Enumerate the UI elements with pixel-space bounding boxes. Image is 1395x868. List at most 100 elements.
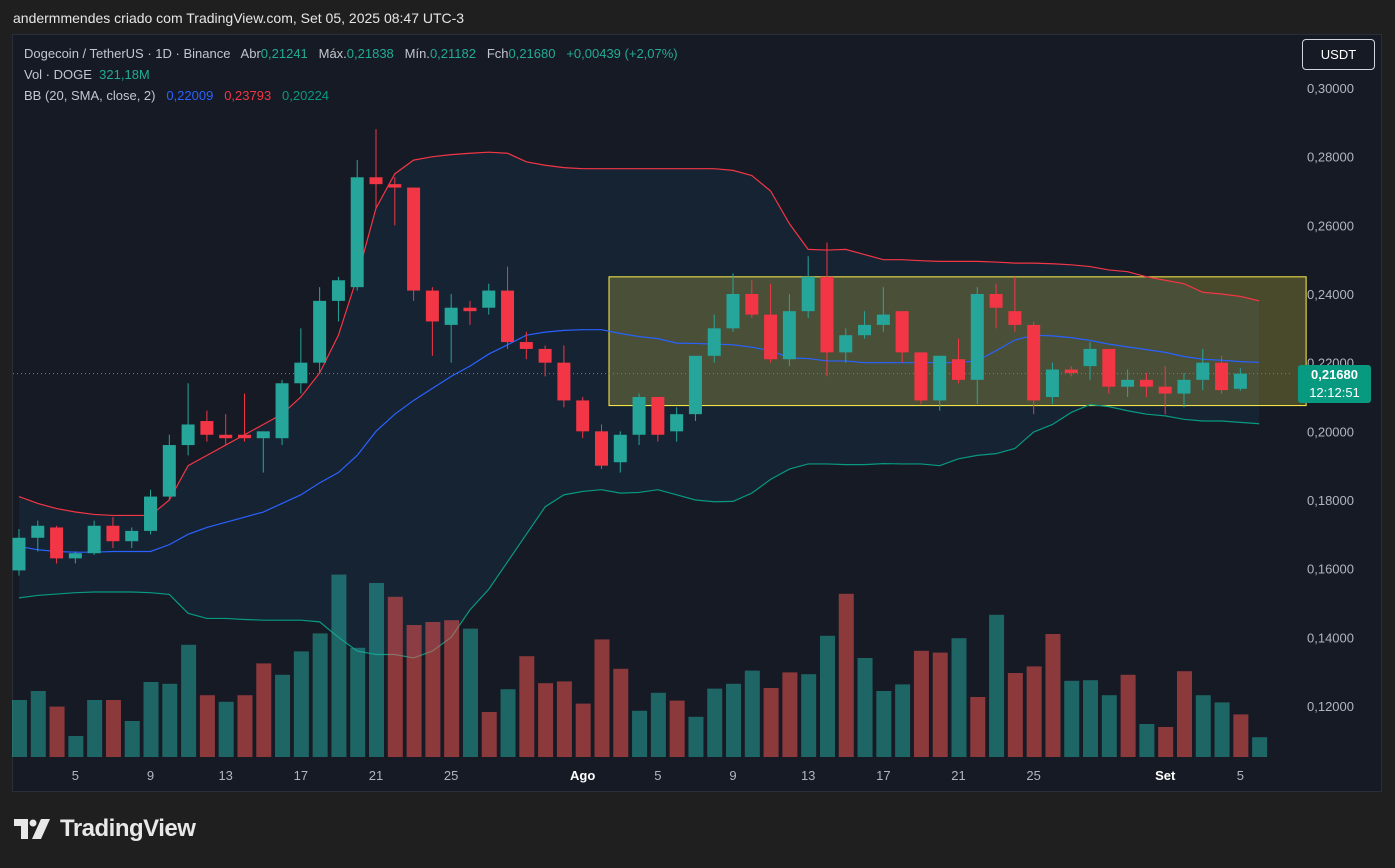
candle-body — [839, 335, 853, 353]
candle-body — [745, 294, 759, 315]
volume-bar — [68, 736, 84, 757]
candle-body — [50, 527, 64, 559]
volume-bar — [951, 638, 967, 757]
volume-bar — [669, 700, 685, 757]
volume-bar — [707, 688, 723, 757]
candle-body — [801, 276, 815, 312]
volume-bar — [1233, 714, 1249, 757]
volume-bar — [744, 670, 760, 757]
volume-bar — [801, 674, 817, 757]
volume-bar — [519, 656, 535, 757]
candle-body — [1045, 369, 1059, 397]
author-line: andermmendes criado com TradingView.com,… — [13, 10, 465, 26]
candle-body — [594, 431, 608, 466]
candle-body — [933, 355, 947, 401]
x-tick-label: 5 — [72, 768, 79, 783]
volume-bar — [162, 683, 178, 757]
bb-basis-line — [18, 329, 1260, 553]
volume-value: 321,18M — [99, 67, 150, 82]
volume-bar — [1064, 680, 1080, 757]
candle-body — [782, 311, 796, 360]
volume-bar — [1214, 702, 1230, 757]
candle-body — [613, 434, 627, 463]
volume-bar — [481, 712, 497, 757]
candle-body — [519, 342, 533, 349]
volume-bar — [932, 652, 948, 757]
candle-body — [970, 294, 984, 380]
volume-bar — [312, 633, 328, 757]
candle-body — [820, 276, 834, 353]
candle-body — [1158, 386, 1172, 394]
volume-bar — [369, 583, 385, 757]
y-tick-label: 0,12000 — [1307, 699, 1354, 714]
bb-lower-value: 0,20224 — [282, 88, 330, 103]
volume-bar — [632, 710, 648, 757]
volume-bar — [538, 683, 554, 757]
candle-body — [425, 290, 439, 322]
candle-body — [444, 307, 458, 325]
candle-body — [1008, 311, 1022, 325]
x-tick-label: 9 — [729, 768, 736, 783]
tradingview-logo[interactable]: TradingView — [14, 815, 196, 843]
volume-bar — [181, 644, 197, 757]
volume-bar — [970, 697, 986, 757]
volume-bar — [1026, 666, 1042, 757]
candle-body — [651, 397, 665, 435]
symbol-label: Dogecoin / TetherUS · 1D · Binance — [24, 46, 231, 61]
volume-bar — [1083, 680, 1099, 757]
currency-button[interactable]: USDT — [1302, 39, 1375, 70]
volume-bar — [49, 706, 65, 757]
volume-bar — [387, 596, 403, 757]
candle-body — [501, 290, 515, 343]
volume-bar — [237, 695, 253, 757]
candle-body — [989, 294, 1003, 308]
candle-body — [294, 362, 308, 384]
volume-bar — [350, 647, 366, 757]
volume-bar — [1252, 737, 1268, 757]
volume-bar — [1139, 724, 1155, 757]
candle-body — [256, 431, 270, 439]
candle-body — [1196, 362, 1210, 380]
volume-bar — [1045, 634, 1061, 757]
volume-bar — [613, 668, 629, 757]
candle-body — [688, 355, 702, 415]
x-tick-label: 17 — [876, 768, 890, 783]
volume-bar — [218, 701, 234, 757]
candle-body — [1027, 324, 1041, 401]
volume-bar — [763, 688, 779, 757]
x-tick-label: 21 — [369, 768, 383, 783]
candle-body — [895, 311, 909, 353]
candle-body — [764, 314, 778, 360]
candle-body — [200, 421, 214, 435]
volume-bar — [500, 689, 516, 757]
candle-body — [707, 328, 721, 356]
candle-body — [1083, 348, 1097, 367]
volume-bar — [650, 692, 666, 757]
x-tick-label: 13 — [218, 768, 232, 783]
volume-bar — [913, 650, 929, 757]
volume-bar — [293, 651, 309, 757]
volume-bar — [256, 663, 272, 757]
volume-bar — [1007, 673, 1023, 757]
candle-body — [876, 314, 890, 325]
volume-bar — [895, 684, 911, 757]
x-tick-label: Set — [1155, 768, 1176, 783]
volume-bar — [105, 700, 121, 757]
low-value: 0,21182 — [429, 46, 476, 61]
high-label: Máx. — [318, 46, 347, 61]
candle-body — [952, 359, 965, 380]
x-tick-label: 25 — [1026, 768, 1040, 783]
high-value: 0,21838 — [346, 46, 394, 61]
candle-body — [181, 424, 195, 446]
candle-body — [1139, 379, 1153, 387]
volume-bar — [331, 574, 347, 757]
candle-body — [1102, 348, 1116, 387]
x-tick-label: 5 — [1237, 768, 1244, 783]
candle-body — [350, 177, 364, 288]
legend-volume: Vol · DOGE 321,18M — [24, 67, 150, 82]
candle-body — [31, 525, 45, 538]
candle-body — [87, 525, 101, 554]
volume-bar — [782, 672, 798, 757]
x-tick-label: 13 — [801, 768, 815, 783]
